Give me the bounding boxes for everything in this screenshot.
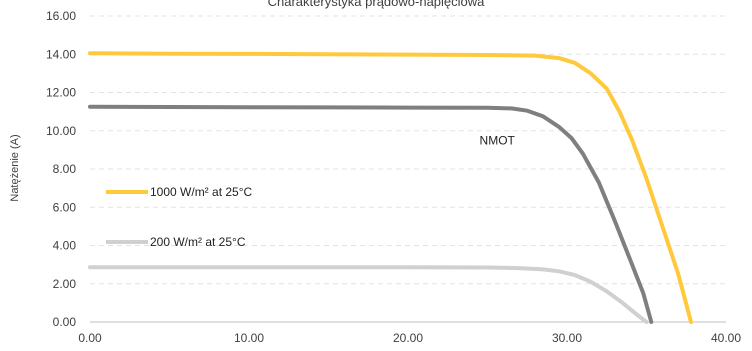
chart-title: Charakterystyka prądowo-napięciowa [268,0,486,9]
x-tick-labels: 0.00 10.00 20.00 30.00 40.00 [78,331,741,345]
x-tick-label: 0.00 [78,331,102,345]
y-tick-label: 8.00 [53,162,77,176]
legend: 1000 W/m² at 25°C 200 W/m² at 25°C [106,185,253,249]
x-tick-label: 40.00 [711,331,741,345]
legend-label: 1000 W/m² at 25°C [150,185,253,199]
y-tick-label: 14.00 [46,47,76,61]
y-tick-label: 4.00 [53,239,77,253]
annotations: NMOT [480,133,516,147]
x-tick-label: 20.00 [393,331,423,345]
legend-label: 200 W/m² at 25°C [150,235,246,249]
series-line-2 [88,104,654,324]
y-tick-label: 6.00 [53,200,77,214]
y-tick-label: 10.00 [46,124,76,138]
annotation-label: NMOT [480,133,516,147]
series-line-3 [88,265,649,324]
x-tick-label: 10.00 [234,331,264,345]
series-lines [88,51,693,324]
y-tick-label: 16.00 [46,9,76,23]
y-axis-label: Natężenie (A) [9,134,21,201]
series-line-1 [88,51,693,324]
y-tick-label: 12.00 [46,86,76,100]
grid-lines [90,15,726,323]
y-tick-labels: 0.00 2.00 4.00 6.00 8.00 10.00 12.00 14.00 16.00 [46,9,76,329]
x-tick-label: 30.00 [552,331,582,345]
y-tick-label: 0.00 [53,315,77,329]
y-tick-label: 2.00 [53,277,77,291]
